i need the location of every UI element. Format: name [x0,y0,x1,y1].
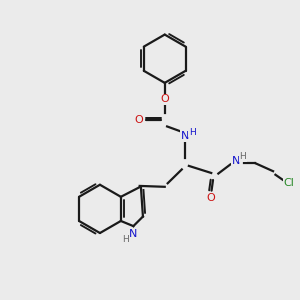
Text: N: N [232,157,240,166]
Text: O: O [206,193,215,203]
Text: H: H [239,152,246,161]
Text: N: N [129,230,137,239]
Text: O: O [134,115,143,125]
Text: H: H [122,235,129,244]
Text: H: H [189,128,196,137]
Text: N: N [181,131,189,141]
Text: O: O [160,94,169,104]
Text: Cl: Cl [284,178,294,188]
